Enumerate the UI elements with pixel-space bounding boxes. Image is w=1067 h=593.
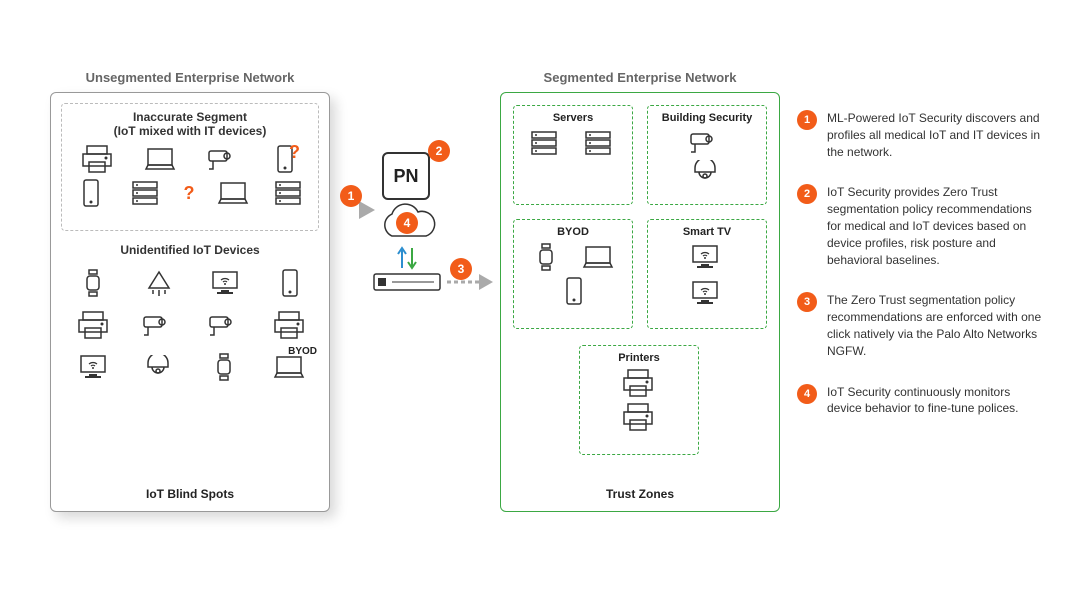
laptop-icon [273,353,305,381]
camera-icon [207,145,239,173]
inaccurate-segment-box: Inaccurate Segment (IoT mixed with IT de… [61,103,319,231]
trust-zones-footer: Trust Zones [501,487,779,501]
phone-icon [275,268,305,298]
legend-item: 2 IoT Security provides Zero Trust segme… [797,184,1047,268]
legend-badge-1: 1 [797,110,817,130]
right-title: Segmented Enterprise Network [500,70,780,85]
zone-printers: Printers [579,345,699,455]
camera-icon [208,311,240,339]
printer-icon [81,144,113,174]
zone-byod-title: BYOD [522,226,624,238]
zone-printers-title: Printers [588,352,690,364]
zone-building-title: Building Security [656,112,758,124]
blind-spots-footer: IoT Blind Spots [51,487,329,501]
server-icon [528,128,564,162]
monitor-wifi-icon [689,278,725,308]
zone-smart-tv: Smart TV [647,219,767,329]
laptop-icon [144,145,176,173]
badge-4: 4 [396,212,418,234]
laptop-icon [582,243,616,271]
zone-building-security: Building Security [647,105,767,205]
zone-smarttv-title: Smart TV [656,226,758,238]
firewall-icon [372,272,442,294]
question-mark-icon: ? [183,183,194,204]
legend-text-1: ML-Powered IoT Security discovers and pr… [827,110,1047,160]
server-icon [582,128,618,162]
legend-badge-3: 3 [797,292,817,312]
monitor-wifi-icon [209,268,241,298]
legend: 1 ML-Powered IoT Security discovers and … [797,110,1047,441]
question-mark-icon: ? [289,142,300,163]
legend-text-2: IoT Security provides Zero Trust segment… [827,184,1047,268]
badge-3: 3 [450,258,472,280]
phone-icon [76,178,106,208]
watch-icon [530,242,560,272]
unsegmented-panel: Inaccurate Segment (IoT mixed with IT de… [50,92,330,512]
printer-icon [622,402,656,434]
server-icon [272,178,304,208]
byod-label: BYOD [288,346,317,357]
legend-item: 3 The Zero Trust segmentation policy rec… [797,292,1047,359]
legend-text-4: IoT Security continuously monitors devic… [827,384,1047,418]
zone-byod: BYOD [513,219,633,329]
printer-icon [273,310,305,340]
legend-item: 1 ML-Powered IoT Security discovers and … [797,110,1047,160]
unidentified-title: Unidentified IoT Devices [51,243,329,257]
pn-box: PN [382,152,430,200]
monitor-wifi-icon [689,242,725,272]
legend-badge-2: 2 [797,184,817,204]
legend-badge-4: 4 [797,384,817,404]
legend-item: 4 IoT Security continuously monitors dev… [797,384,1047,418]
badge-1: 1 [340,185,362,207]
segmented-panel: Servers Building Security BYOD Smart TV … [500,92,780,512]
left-title: Unsegmented Enterprise Network [60,70,320,85]
sync-arrows-icon [392,244,422,272]
inaccurate-title-1: Inaccurate Segment [68,110,312,124]
watch-icon [77,268,109,298]
watch-icon [208,352,240,382]
sensor-dome-icon [142,355,174,379]
sensor-dome-icon [689,160,725,184]
zone-servers: Servers [513,105,633,205]
laptop-icon [217,179,249,207]
sensor-icon [143,268,175,298]
camera-icon [689,128,725,156]
zone-servers-title: Servers [522,112,624,124]
legend-text-3: The Zero Trust segmentation policy recom… [827,292,1047,359]
monitor-wifi-icon [77,352,109,382]
inaccurate-title-2: (IoT mixed with IT devices) [68,124,312,138]
printer-icon [622,368,656,400]
printer-icon [77,310,109,340]
camera-icon [142,311,174,339]
server-icon [129,178,161,208]
badge-2: 2 [428,140,450,162]
phone-icon [559,276,587,306]
